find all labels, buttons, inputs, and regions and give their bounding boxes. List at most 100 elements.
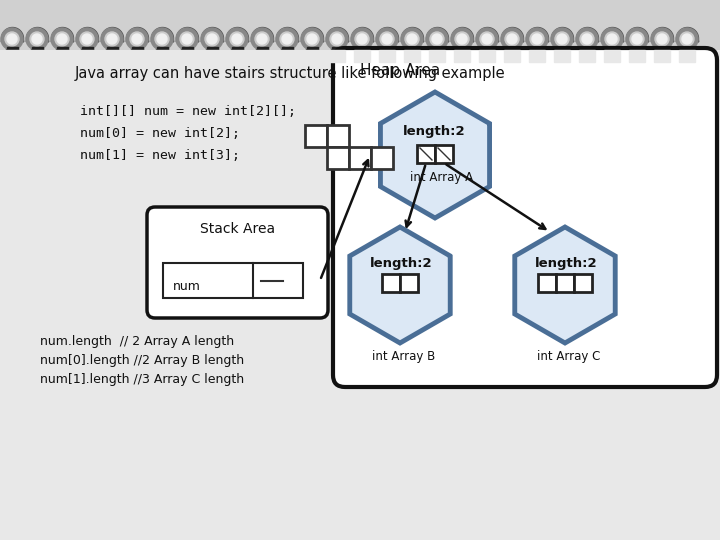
Circle shape [355,32,369,46]
Circle shape [76,28,98,50]
Bar [400,274,418,292]
Bar [232,47,243,55]
Circle shape [82,34,92,44]
Bar [381,48,393,58]
Bar [417,145,435,163]
Circle shape [530,32,544,46]
Circle shape [676,28,698,50]
Circle shape [226,28,248,50]
Text: int Array C: int Array C [537,350,600,363]
Bar [130,50,145,62]
Circle shape [232,34,242,44]
Circle shape [126,28,148,50]
Circle shape [582,34,592,44]
Bar [156,47,168,55]
Circle shape [480,32,494,46]
Circle shape [632,34,642,44]
Circle shape [405,32,419,46]
Circle shape [382,34,392,44]
Bar [604,50,620,62]
Circle shape [330,32,344,46]
Circle shape [605,32,619,46]
Bar [431,47,443,55]
Bar [681,48,693,58]
Circle shape [301,28,323,50]
Circle shape [26,28,48,50]
Circle shape [580,32,594,46]
Text: num[0] = new int[2];: num[0] = new int[2]; [80,127,240,140]
Circle shape [182,34,192,44]
Circle shape [626,28,648,50]
Bar [131,48,143,58]
Circle shape [376,28,398,50]
Bar [405,50,420,62]
Bar [435,145,453,163]
Polygon shape [380,92,490,218]
Bar [504,50,520,62]
Circle shape [276,28,298,50]
Bar [356,47,367,55]
Bar [106,48,118,58]
Bar [656,48,668,58]
Bar [356,48,368,58]
Circle shape [32,34,42,44]
Bar [631,48,643,58]
Bar [6,47,17,55]
Circle shape [476,28,498,50]
Bar [181,47,192,55]
Circle shape [151,28,173,50]
Bar [132,47,143,55]
Bar [431,48,443,58]
Text: length:2: length:2 [535,257,598,270]
Bar [531,47,542,55]
Text: num.length  // 2 Array A length: num.length // 2 Array A length [40,335,234,348]
Bar [307,47,318,55]
Bar [154,50,170,62]
Bar [331,48,343,58]
Bar [32,47,42,55]
Bar [104,50,120,62]
Bar [349,147,371,169]
Circle shape [55,32,69,46]
Circle shape [601,28,623,50]
Bar [282,47,292,55]
Bar [156,48,168,58]
Circle shape [526,28,548,50]
Bar [429,50,445,62]
Bar [538,274,556,292]
Circle shape [5,32,19,46]
Bar [179,50,194,62]
Bar [407,47,418,55]
Circle shape [280,32,294,46]
Polygon shape [350,227,450,343]
Bar [354,50,369,62]
Circle shape [426,28,448,50]
Bar [682,47,693,55]
Circle shape [80,32,94,46]
Circle shape [576,28,598,50]
Bar [229,50,245,62]
Bar [556,274,574,292]
Bar [482,47,492,55]
Circle shape [555,32,569,46]
Bar [371,147,393,169]
Bar [654,50,670,62]
Bar [305,50,320,62]
Circle shape [407,34,417,44]
Text: Heap Area: Heap Area [360,63,440,78]
Circle shape [455,32,469,46]
Text: num[1].length //3 Array C length: num[1].length //3 Array C length [40,373,244,386]
Polygon shape [515,227,615,343]
Circle shape [257,34,267,44]
Bar [256,47,268,55]
FancyBboxPatch shape [147,207,328,318]
Bar [4,50,19,62]
Bar [107,47,117,55]
Bar [279,50,294,62]
Bar [81,47,92,55]
Circle shape [51,28,73,50]
Circle shape [507,34,517,44]
Bar [6,48,18,58]
Circle shape [132,34,142,44]
Circle shape [655,32,669,46]
